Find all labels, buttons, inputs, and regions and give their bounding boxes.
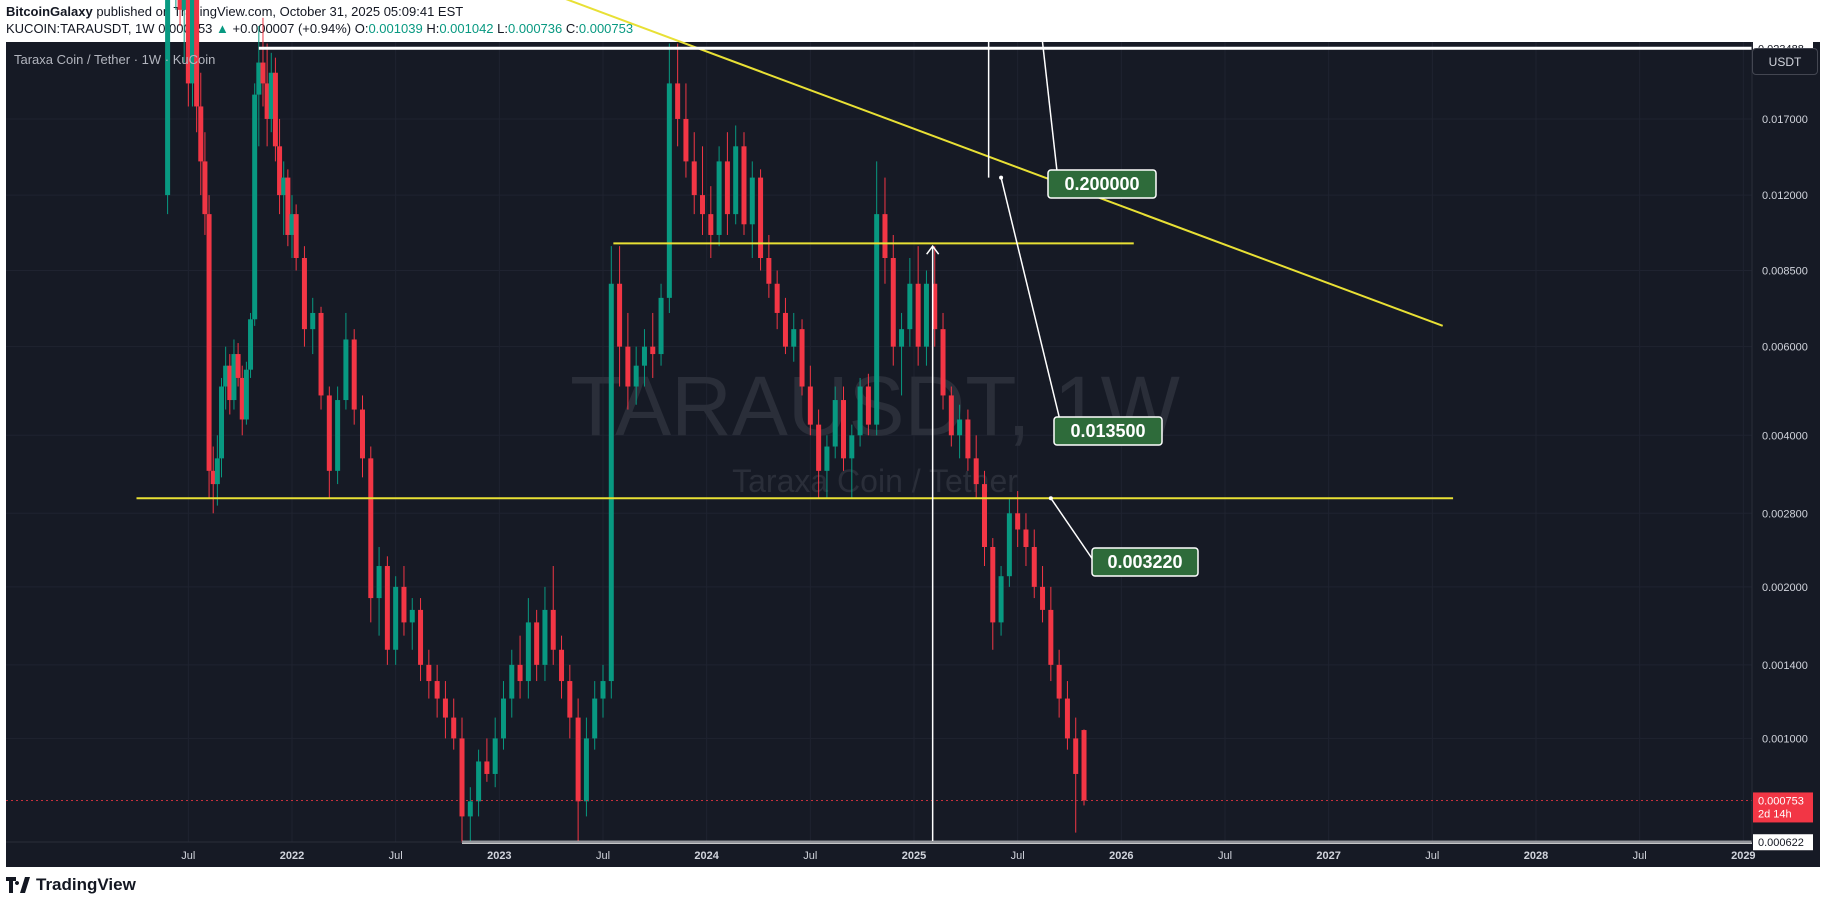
low-value: 0.000736: [508, 21, 563, 36]
chart-area[interactable]: [6, 42, 1820, 867]
chart-legend: Taraxa Coin / Tether · 1W · KuCoin: [14, 52, 216, 67]
brand-name: TradingView: [36, 875, 136, 894]
symbol-name: KUCOIN:TARAUSDT, 1W: [6, 21, 155, 36]
price-change: +0.000007 (+0.94%): [232, 21, 352, 36]
low-label: L:: [497, 21, 509, 36]
close-label: C:: [565, 21, 579, 36]
footer-logo: TradingView: [6, 872, 136, 898]
symbol-info: KUCOIN:TARAUSDT, 1W 0.000753 ▲ +0.000007…: [6, 21, 633, 36]
change-arrow-icon: ▲: [216, 21, 229, 36]
close-value: 0.000753: [578, 21, 634, 36]
high-label: H:: [426, 21, 440, 36]
currency-button[interactable]: USDT: [1752, 48, 1818, 75]
open-label: O:: [354, 21, 369, 36]
high-value: 0.001042: [439, 21, 494, 36]
last-price: 0.000753: [158, 21, 213, 36]
publish-date: published on TradingView.com, October 31…: [92, 4, 464, 19]
author-name: BitcoinGalaxy: [6, 4, 93, 19]
publish-info: BitcoinGalaxy published on TradingView.c…: [6, 4, 463, 19]
open-value: 0.001039: [368, 21, 423, 36]
tradingview-logo-icon: [6, 877, 30, 893]
